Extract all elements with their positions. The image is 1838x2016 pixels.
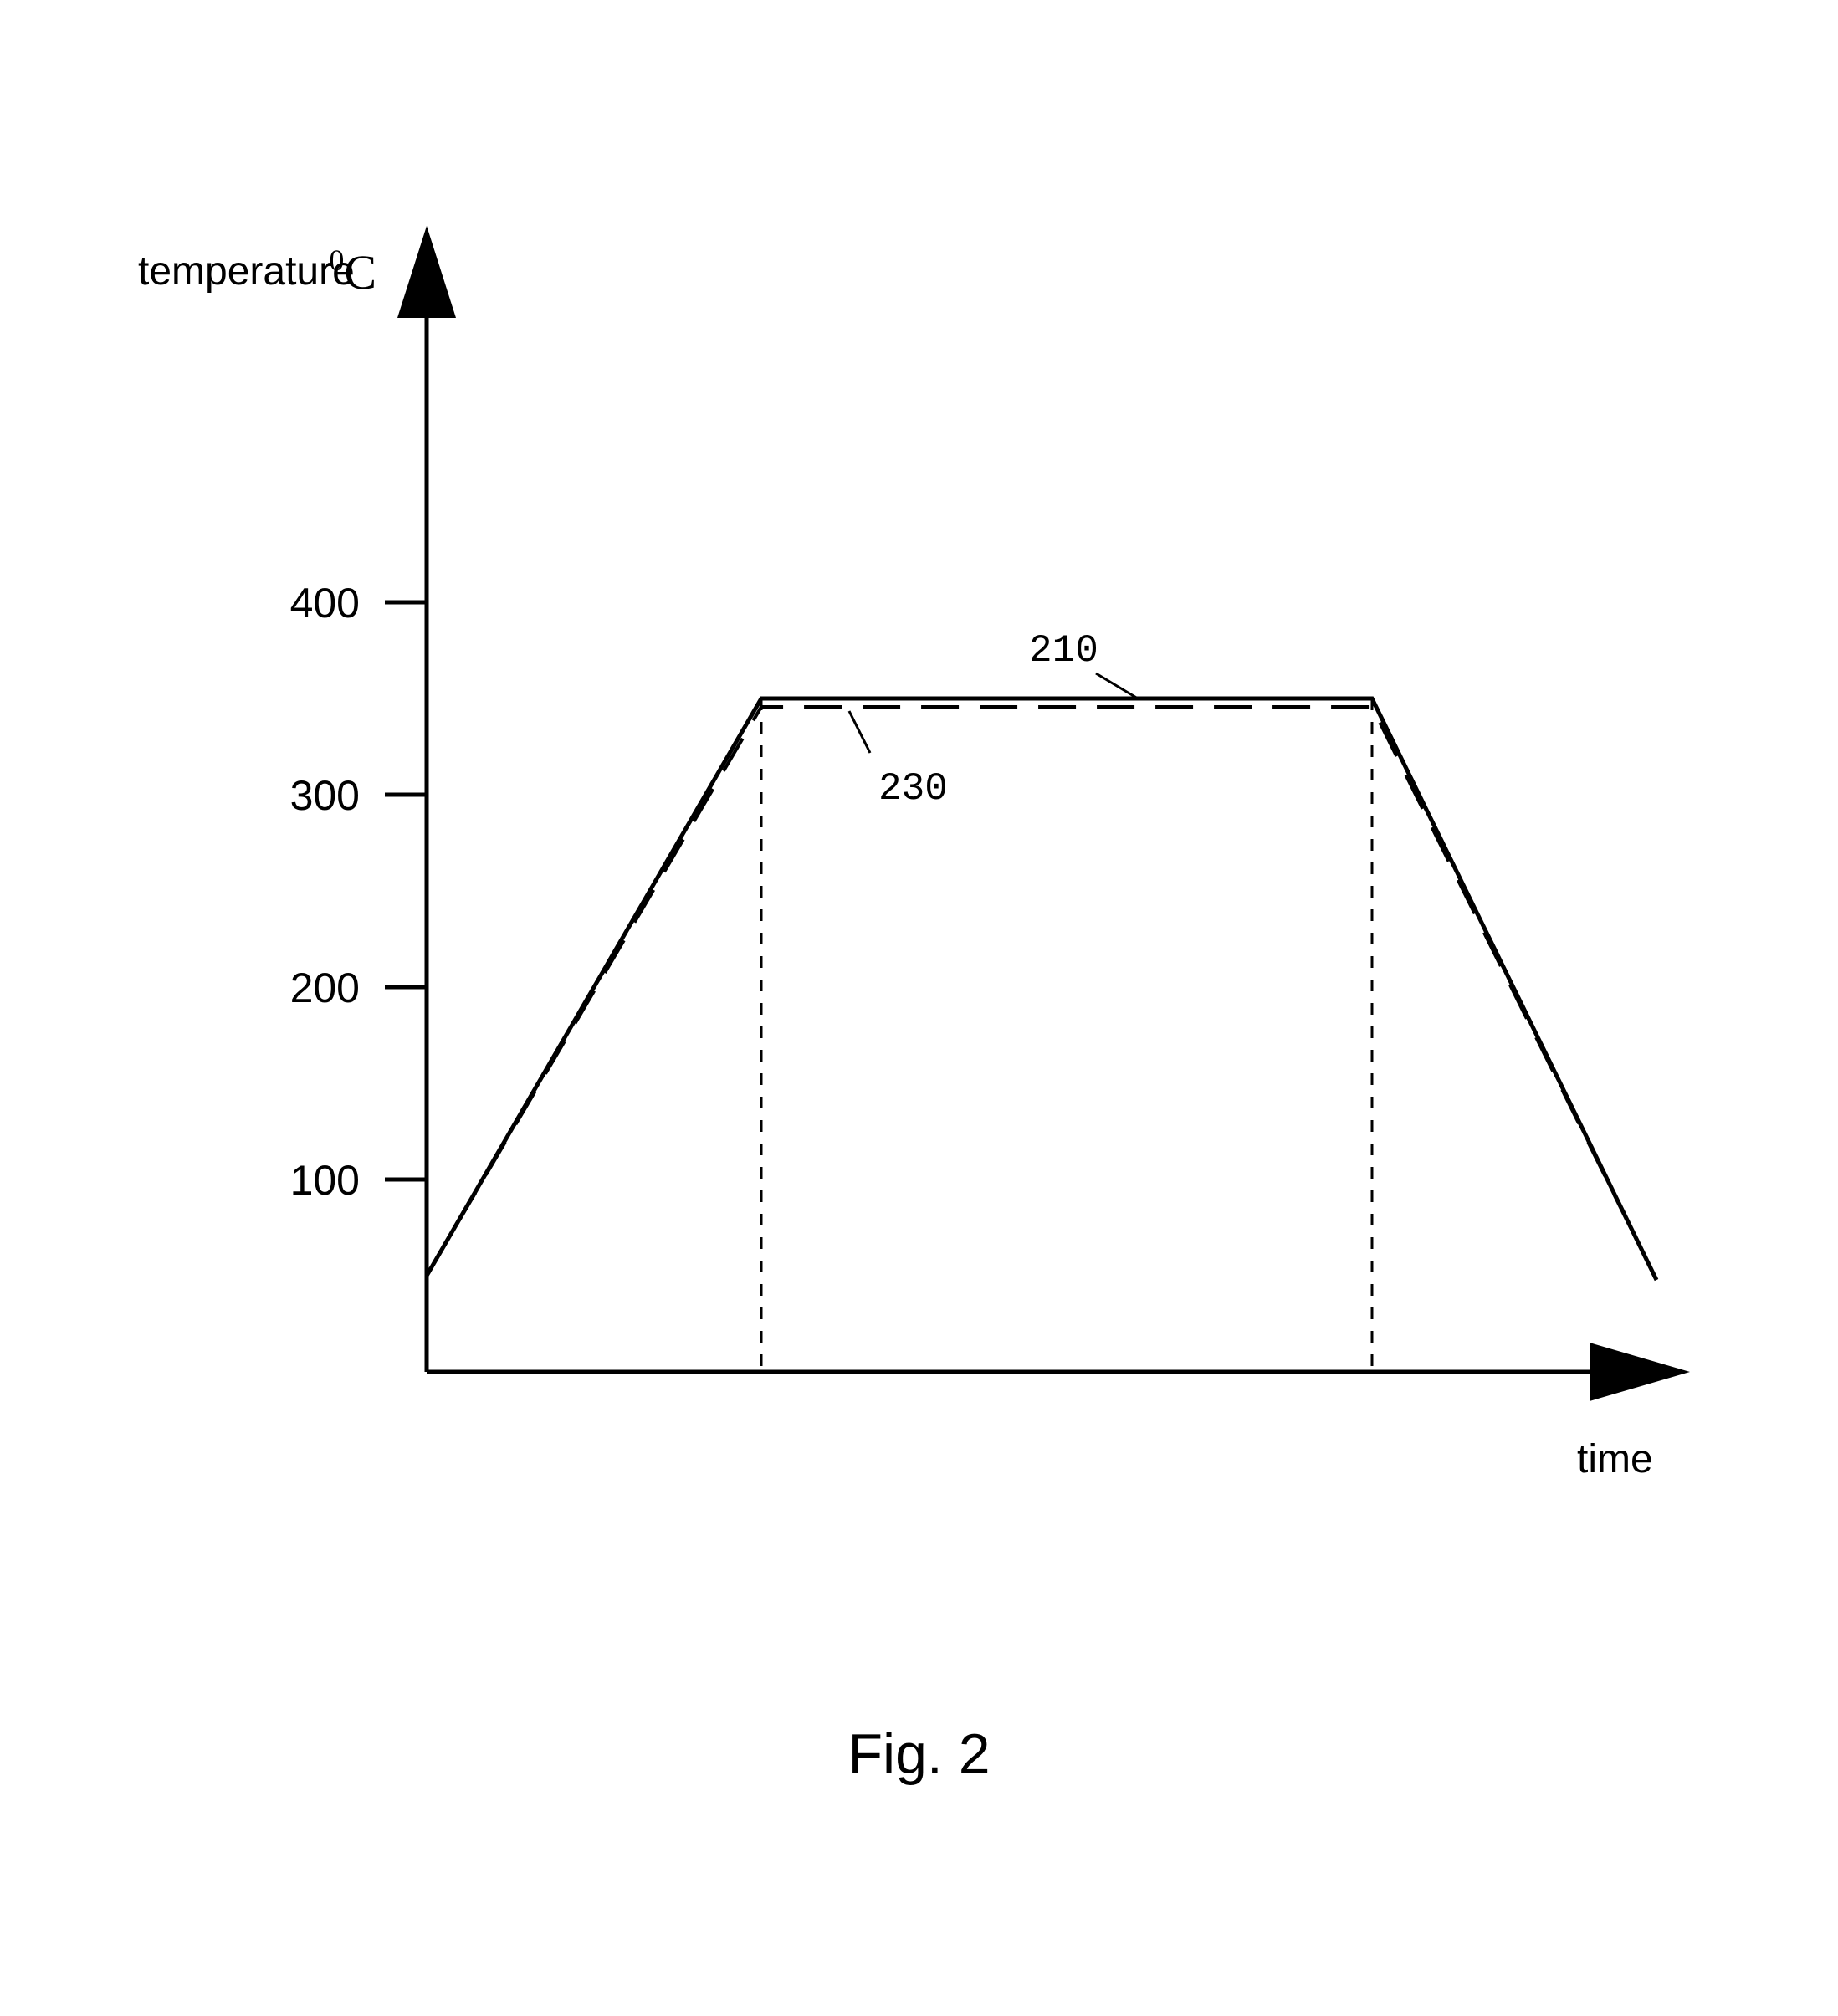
y-axis-label: temperature [138, 249, 355, 294]
annotation-230-label: 230 [878, 767, 948, 811]
y-tick-label-300: 300 [290, 772, 360, 819]
temperature-time-chart: 100200300400temperature0Ctime210230Fig. … [0, 0, 1838, 2016]
annotation-210-leader [1096, 673, 1138, 698]
y-tick-label-200: 200 [290, 965, 360, 1011]
y-tick-label-400: 400 [290, 580, 360, 627]
y-tick-label-100: 100 [290, 1157, 360, 1204]
annotation-230-leader [849, 711, 870, 753]
chart-container: 100200300400temperature0Ctime210230Fig. … [0, 0, 1838, 2016]
curve-210-solid [427, 698, 1656, 1280]
figure-caption: Fig. 2 [847, 1722, 990, 1786]
annotation-210-label: 210 [1029, 629, 1098, 673]
x-axis-label: time [1577, 1437, 1653, 1481]
y-axis-arrowhead [397, 226, 456, 318]
x-axis-arrowhead [1590, 1343, 1690, 1401]
curve-230-dashed [427, 707, 1656, 1280]
